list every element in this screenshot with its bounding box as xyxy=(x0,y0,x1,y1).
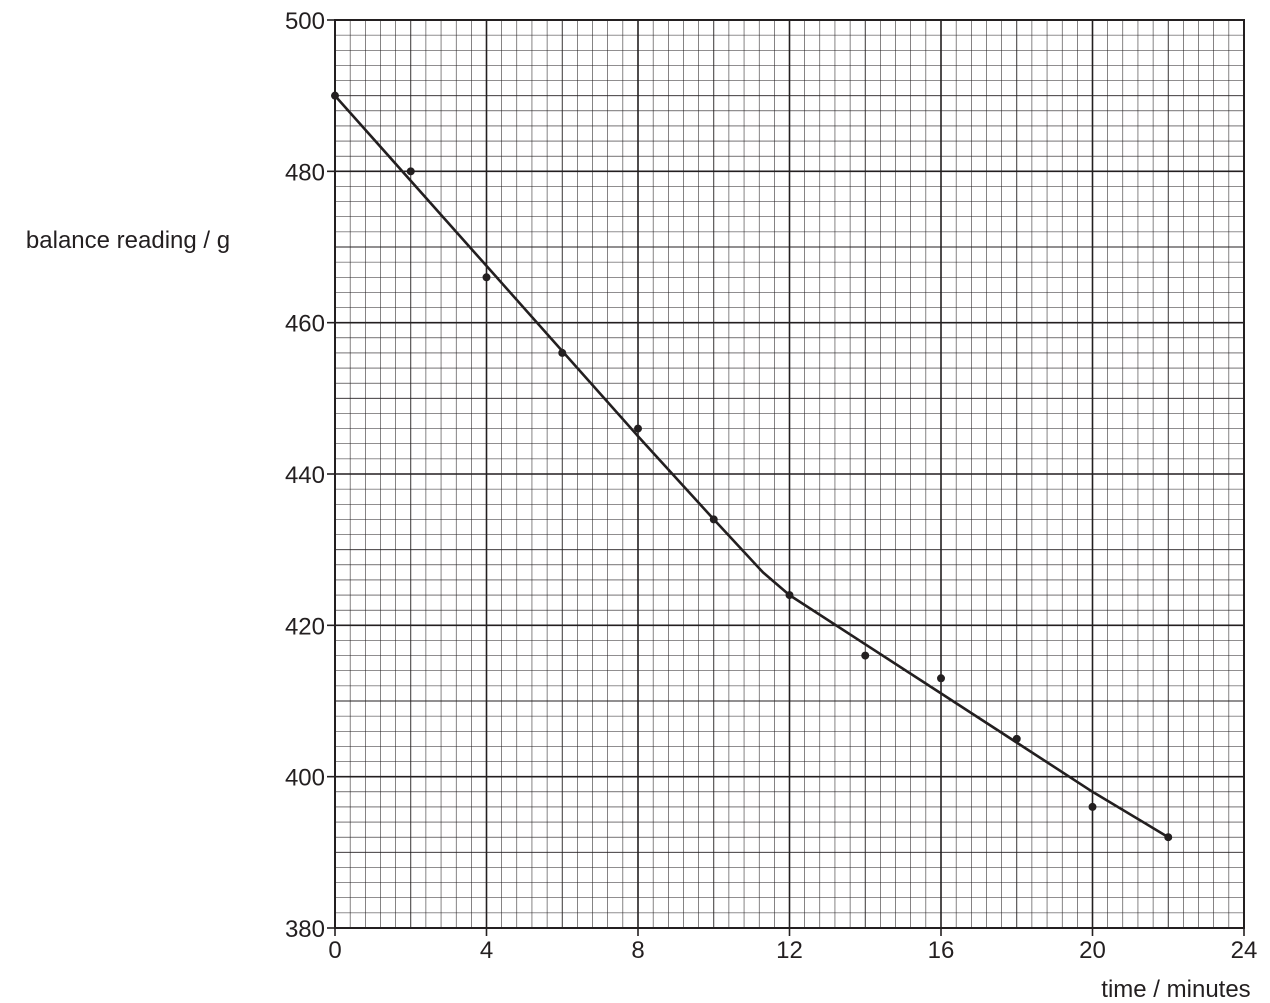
y-tick-label: 440 xyxy=(285,462,325,489)
x-tick-labels: 0 4 8 12 16 20 24 xyxy=(328,937,1257,964)
x-tick-label: 24 xyxy=(1231,937,1258,964)
data-point xyxy=(1164,833,1173,842)
data-point xyxy=(406,167,415,176)
best-fit-curve xyxy=(333,94,1170,839)
y-tick-label: 480 xyxy=(285,159,325,186)
x-tick-label: 8 xyxy=(631,937,644,964)
y-tick-label: 380 xyxy=(285,916,325,943)
x-tick-label: 12 xyxy=(776,937,803,964)
data-point xyxy=(1088,802,1097,811)
data-point xyxy=(937,674,945,683)
y-axis-label: balance reading / g xyxy=(26,227,230,254)
x-tick-label: 0 xyxy=(328,937,341,964)
data-point xyxy=(861,651,870,660)
x-tick-label: 4 xyxy=(480,937,493,964)
x-tick-label: 20 xyxy=(1079,937,1106,964)
data-point xyxy=(1012,734,1021,743)
data-points xyxy=(331,91,1173,842)
y-tick-labels: 380 400 420 440 460 480 500 xyxy=(285,8,325,943)
axes xyxy=(327,19,1245,936)
y-tick-label: 500 xyxy=(285,8,325,35)
data-point xyxy=(785,591,794,600)
data-point xyxy=(634,424,642,433)
data-point xyxy=(331,91,339,100)
x-tick-label: 16 xyxy=(928,937,955,964)
data-point xyxy=(558,348,567,357)
y-tick-label: 420 xyxy=(285,613,325,640)
x-axis-label: time / minutes xyxy=(1101,976,1250,1003)
data-point xyxy=(482,273,491,282)
best-fit-line xyxy=(333,94,1170,839)
data-point xyxy=(709,515,718,524)
y-tick-label: 460 xyxy=(285,311,325,338)
y-tick-label: 400 xyxy=(285,765,325,792)
